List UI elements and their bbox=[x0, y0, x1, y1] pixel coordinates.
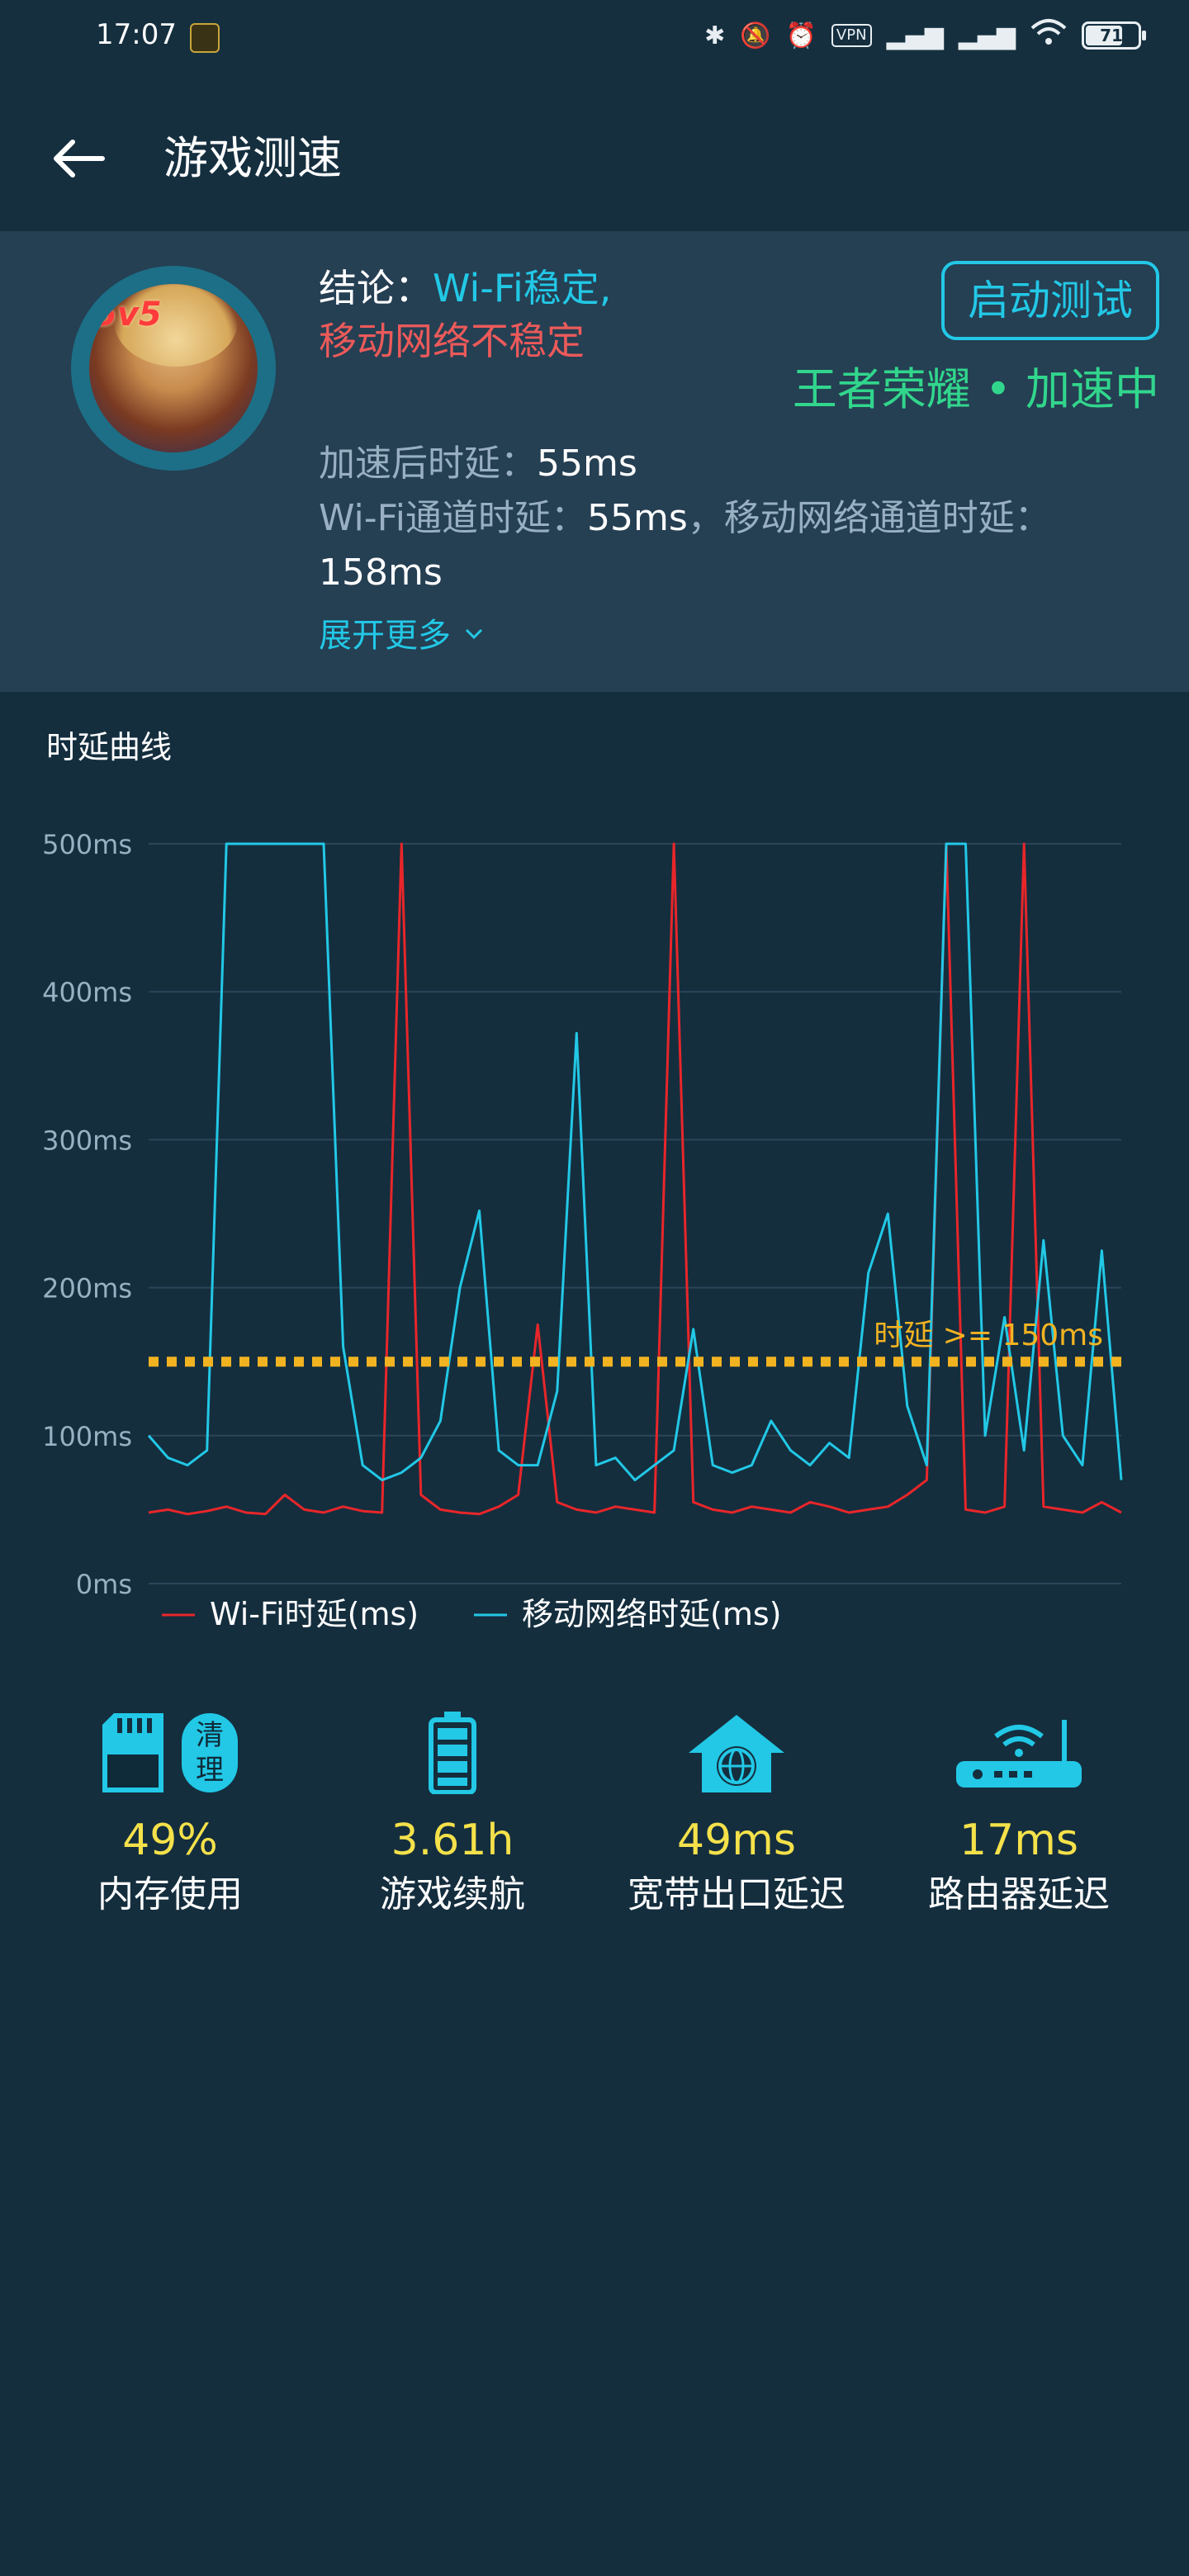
status-time: 17:07 bbox=[96, 18, 177, 51]
summary-card: 5v5 结论：Wi-Fi稳定, 移动网络不稳定 启动测试 王者荣耀 • 加速中 … bbox=[0, 231, 1189, 692]
y-tick-label: 300ms bbox=[42, 1125, 132, 1156]
game-avatar-image: 5v5 bbox=[89, 284, 258, 452]
signal-icon: ▂▄▆ bbox=[958, 21, 1016, 50]
memory-label: 内存使用 bbox=[97, 1873, 243, 1915]
battery-level: 71 bbox=[1100, 26, 1123, 45]
latency-value: 55ms bbox=[537, 443, 637, 485]
vpn-icon: VPN bbox=[831, 24, 872, 47]
conclusion-wifi: Wi-Fi稳定, bbox=[433, 266, 612, 310]
mute-icon: 🔕 bbox=[740, 21, 771, 50]
battery-fill bbox=[1086, 26, 1122, 45]
broadband-value: 49ms bbox=[677, 1816, 796, 1865]
signal-hd-icon: ▂▄▆ bbox=[886, 21, 944, 50]
battery-value: 3.61h bbox=[391, 1816, 514, 1865]
wifi-latency-line bbox=[148, 842, 1122, 1516]
expand-more-label: 展开更多 bbox=[319, 617, 451, 655]
stat-broadband: 49ms 宽带出口延迟 bbox=[596, 1701, 877, 1920]
home-globe-icon bbox=[689, 1715, 784, 1792]
battery-label: 游戏续航 bbox=[380, 1873, 525, 1915]
router-label: 路由器延迟 bbox=[928, 1873, 1110, 1915]
chevron-down-icon bbox=[451, 617, 486, 655]
clean-button[interactable]: 清 理 bbox=[182, 1713, 238, 1792]
broadband-label: 宽带出口延迟 bbox=[628, 1873, 846, 1915]
channel-latency-row: Wi-Fi通道时延：55ms，移动网络通道时延： bbox=[319, 492, 1051, 545]
y-tick-label: 500ms bbox=[42, 829, 132, 860]
conclusion-label: 结论： bbox=[319, 266, 433, 310]
app-bar: 游戏测速 bbox=[0, 79, 1189, 231]
back-button[interactable] bbox=[46, 125, 112, 192]
router-icon bbox=[956, 1720, 1082, 1788]
stat-memory: 清 理 49% 内存使用 bbox=[30, 1701, 310, 1920]
memory-value: 49% bbox=[122, 1816, 218, 1865]
stat-router: 17ms 路由器延迟 bbox=[879, 1701, 1159, 1920]
y-tick-label: 200ms bbox=[42, 1273, 132, 1305]
y-tick-label: 0ms bbox=[76, 1569, 132, 1600]
router-value: 17ms bbox=[959, 1816, 1078, 1865]
alarm-icon: ⏰ bbox=[785, 21, 817, 50]
clean-button-char-1: 清 bbox=[196, 1719, 224, 1752]
page-title: 游戏测速 bbox=[163, 132, 342, 184]
bluetooth-icon: ✱ bbox=[704, 21, 726, 50]
game-avatar: 5v5 bbox=[71, 266, 276, 471]
y-tick-label: 100ms bbox=[42, 1421, 132, 1452]
mobile-latency-row: 158ms bbox=[319, 547, 443, 599]
mobile-latency-label: ，移动网络通道时延： bbox=[687, 497, 1051, 539]
y-tick-label: 400ms bbox=[42, 977, 132, 1008]
mobile-latency-value: 158ms bbox=[319, 552, 443, 594]
game-logo-icon: 5v5 bbox=[94, 296, 162, 334]
legend-mobile: 移动网络时延(ms) bbox=[522, 1596, 781, 1632]
battery-icon: 71 bbox=[1082, 21, 1146, 50]
conclusion-mobile: 移动网络不稳定 bbox=[319, 319, 585, 363]
stats-row: 清 理 49% 内存使用 3.61h 游戏续航 49ms bbox=[0, 1701, 1189, 1949]
sd-card-icon bbox=[102, 1713, 163, 1792]
stat-battery: 3.61h 游戏续航 bbox=[312, 1701, 593, 1920]
start-test-button[interactable]: 启动测试 bbox=[941, 261, 1159, 340]
game-status: 王者荣耀 • 加速中 bbox=[792, 363, 1159, 415]
conclusion: 结论：Wi-Fi稳定, bbox=[319, 261, 611, 315]
status-icons: ✱ 🔕 ⏰ VPN ▂▄▆ ▂▄▆ 71 bbox=[704, 18, 1146, 53]
wifi-icon bbox=[1030, 18, 1067, 53]
threshold-label: 时延 >= 150ms bbox=[874, 1319, 1103, 1352]
battery-icon bbox=[429, 1712, 476, 1794]
clean-button-char-2: 理 bbox=[196, 1754, 224, 1787]
expand-more-link[interactable]: 展开更多 bbox=[319, 613, 486, 659]
latency-row: 加速后时延：55ms bbox=[319, 438, 637, 490]
latency-label: 加速后时延： bbox=[319, 443, 537, 485]
wifi-latency-label: Wi-Fi通道时延： bbox=[319, 497, 587, 539]
legend-wifi: Wi-Fi时延(ms) bbox=[210, 1596, 419, 1632]
latency-chart: 0ms 100ms 200ms 300ms 400ms 500ms 时延 >= 150ms… bbox=[42, 829, 1123, 1632]
back-arrow-icon bbox=[54, 140, 105, 178]
status-bar: 17:07 ✱ 🔕 ⏰ VPN ▂▄▆ ▂▄▆ 71 bbox=[0, 0, 1189, 79]
wifi-latency-value: 55ms bbox=[586, 497, 688, 539]
chart-title: 时延曲线 bbox=[46, 729, 173, 765]
mobile-latency-line bbox=[147, 842, 1123, 1482]
notification-app-icon bbox=[190, 23, 220, 53]
